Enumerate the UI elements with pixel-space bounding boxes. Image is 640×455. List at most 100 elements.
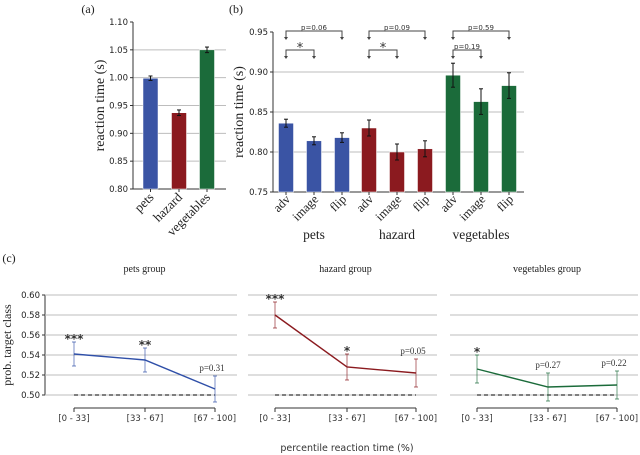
panel-c: (c) 0.50 0.52 0.54 0.56 0.58 0.60 prob. target … [0,251,638,454]
significance-label: p=0.06 [301,24,327,32]
x-tick-label: adv [437,192,460,215]
bar-pets-image [306,140,322,193]
arrow-down-icon [284,56,288,59]
bracket-line [285,49,315,58]
series-line [73,353,216,390]
significance-label: * [474,345,481,359]
y-tick-label: 0.50 [21,391,40,401]
x-tick-label: image [373,192,405,224]
significance-label: * [380,41,387,56]
bar-hazard-adv [361,127,377,193]
bracket-line [285,30,343,39]
arrow-down-icon [367,37,371,40]
panel-a: (a) 0.80 0.85 0.90 0.95 1.00 1.05 1.10 reaction … [81,2,226,239]
y-tick-label: 0.80 [249,148,268,158]
y-tick-label: 0.95 [109,102,128,112]
y-tick-label: 1.10 [109,18,128,28]
x-tick-label: flip [410,192,432,214]
x-tick-label: [0 - 33] [259,414,290,424]
x-tick-label: [67 - 100] [395,414,437,424]
bracket-line [368,30,426,39]
series-line [476,368,618,388]
significance-label: p=0.31 [199,363,224,373]
y-tick-label: 0.52 [21,371,40,381]
bar-vegetables [199,49,215,190]
significance-bracket: p=0.19 [451,43,483,59]
significance-bracket: * [284,41,316,59]
y-axis-label: reaction time (s) [232,66,247,158]
significance-label: p=0.05 [400,346,426,356]
x-tick-label: adv [353,192,376,215]
bar-vegetables-adv [445,74,461,193]
y-tick-label: 0.56 [21,331,40,341]
significance-bracket: p=0.59 [451,24,511,40]
arrow-down-icon [284,37,288,40]
y-tick-label: 0.90 [109,129,128,139]
series-line [274,314,417,374]
arrow-down-icon [395,56,399,59]
subplot-title: vegetables group [513,264,581,275]
arrow-down-icon [507,37,511,40]
panel-label: (c) [2,251,15,265]
arrow-down-icon [340,37,344,40]
x-tick-label: image [290,192,322,224]
arrow-down-icon [312,56,316,59]
arrow-down-icon [451,37,455,40]
y-axis-label: reaction time (s) [93,59,108,151]
x-tick-label: [33 - 67] [127,414,164,424]
bar-vegetables-image [473,101,489,193]
y-axis-label: prob. target class [0,304,14,386]
significance-bracket: p=0.06 [284,24,344,40]
y-tick-label: 0.54 [21,351,40,361]
y-tick-label: 0.95 [249,28,268,38]
significance-label: * [344,344,351,358]
y-tick-label: 0.60 [21,291,40,301]
significance-bracket: * [367,41,399,59]
subplot-pets-group: pets group[0 - 33] [33 - 67] [67 - 100]***… [45,264,237,424]
x-tick-label: [0 - 33] [58,414,89,424]
significance-label: * [297,41,304,56]
y-tick-label: 0.58 [21,311,40,321]
x-tick-label: flip [494,192,516,214]
y-tick-label: 0.75 [249,188,268,198]
significance-label: ** [139,338,152,352]
panel-label: (a) [81,2,94,16]
y-tick-label: 0.90 [249,68,268,78]
x-tick-label: [33 - 67] [329,414,366,424]
arrow-down-icon [423,37,427,40]
y-tick-label: 0.80 [109,185,128,195]
bracket-line [368,49,398,58]
arrow-down-icon [479,56,483,59]
group-label: pets [303,227,325,242]
significance-label: *** [65,332,85,346]
significance-label: p=0.59 [468,24,494,32]
bar-pets [142,77,159,190]
arrow-down-icon [451,56,455,59]
x-tick-label: [33 - 67] [530,414,567,424]
subplot-hazard-group: hazard group [0 - 33] [33 - 67] [67 - 100] *… [248,264,437,424]
significance-label: p=0.22 [601,358,626,368]
panel-label: (b) [229,2,243,16]
significance-bracket: p=0.09 [367,24,427,40]
x-tick-label: [0 - 33] [461,414,492,424]
significance-label: p=0.09 [384,24,410,32]
y-tick-label: 1.05 [109,46,128,56]
x-tick-label: adv [270,192,293,215]
x-tick-label: [67 - 100] [194,414,236,424]
subplot-title: pets group [124,264,166,275]
subplot-title: hazard group [319,264,371,275]
subplot-vegetables-group: vegetables group [0 - 33] [33 - 67] [67 - 1… [450,264,638,424]
significance-label: p=0.27 [535,360,561,370]
y-tick-label: 1.00 [109,74,128,84]
y-tick-label: 0.85 [249,108,268,118]
x-tick-label: flip [327,192,349,214]
y-tick-label: 0.85 [109,157,128,167]
panel-b: (b) 0.75 0.80 0.85 0.90 0.95 reaction time (s)… [229,2,524,242]
x-axis-label: percentile reaction time (%) [280,443,413,454]
group-label: hazard [379,227,415,242]
bar-pets-flip [334,137,350,193]
bracket-line [452,49,482,58]
bar-vegetables-flip [501,85,517,193]
arrow-down-icon [367,56,371,59]
